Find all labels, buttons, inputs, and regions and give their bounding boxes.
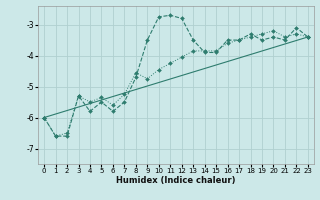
X-axis label: Humidex (Indice chaleur): Humidex (Indice chaleur)	[116, 176, 236, 185]
